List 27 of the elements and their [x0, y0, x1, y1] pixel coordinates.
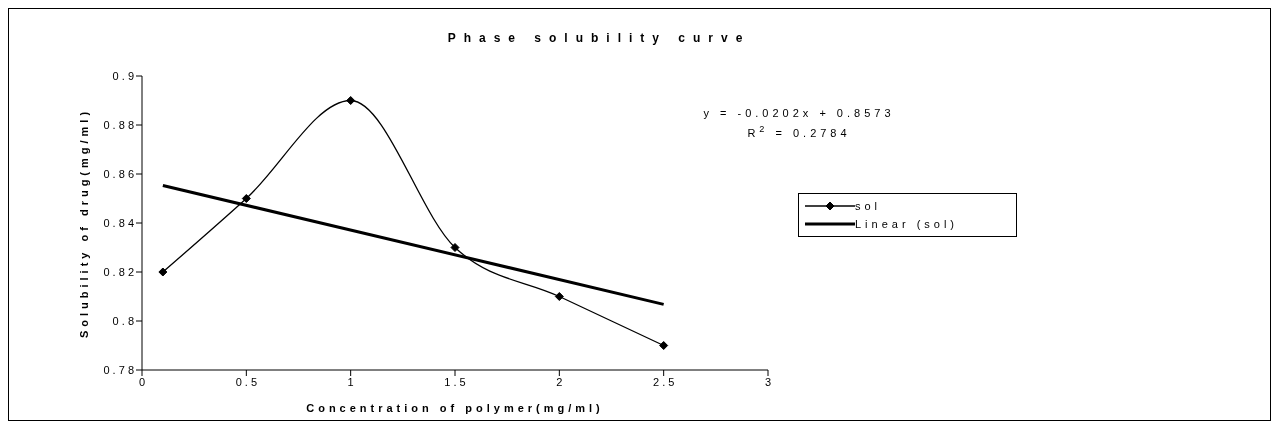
x-tick-label: 2 . 5: [652, 375, 675, 388]
chart-title: Phase solubility curve: [446, 31, 752, 45]
point: [346, 96, 356, 105]
y-tick-label: 0 . 8 8: [103, 118, 134, 131]
y-tick-label: 0 . 9: [112, 69, 134, 82]
legend-label: Linear (sol): [855, 217, 959, 230]
y-tick-label: 0 . 8 6: [103, 167, 134, 180]
annotation: R$^{2}$ = 0.2784: [747, 124, 851, 139]
point: [450, 243, 460, 252]
annotation: y = -0.0202x + 0.8573: [703, 107, 895, 119]
x-tick-label: 0: [138, 375, 146, 388]
x-tick-label: 0 . 5: [235, 375, 258, 388]
x-tick-label: 2: [556, 375, 563, 388]
y-tick-label: 0 . 8: [112, 314, 134, 327]
legend-label: sol: [855, 199, 882, 212]
y-tick-label: 0 . 8 2: [103, 265, 134, 278]
x-tick-label: 3: [764, 375, 772, 388]
y-tick-label: 0 . 7 8: [103, 363, 134, 376]
point: [554, 292, 564, 301]
y-axis-title: Solubility of drug(mg/ml): [77, 107, 90, 339]
x-axis-title: Concentration of polymer(mg/ml): [306, 402, 604, 414]
point: [158, 267, 168, 277]
y-tick-label: 0 . 8 4: [103, 216, 134, 229]
x-tick-label: 1 . 5: [444, 375, 466, 388]
x-tick-label: 1: [347, 375, 354, 388]
point: [241, 194, 251, 203]
point: [659, 341, 669, 350]
